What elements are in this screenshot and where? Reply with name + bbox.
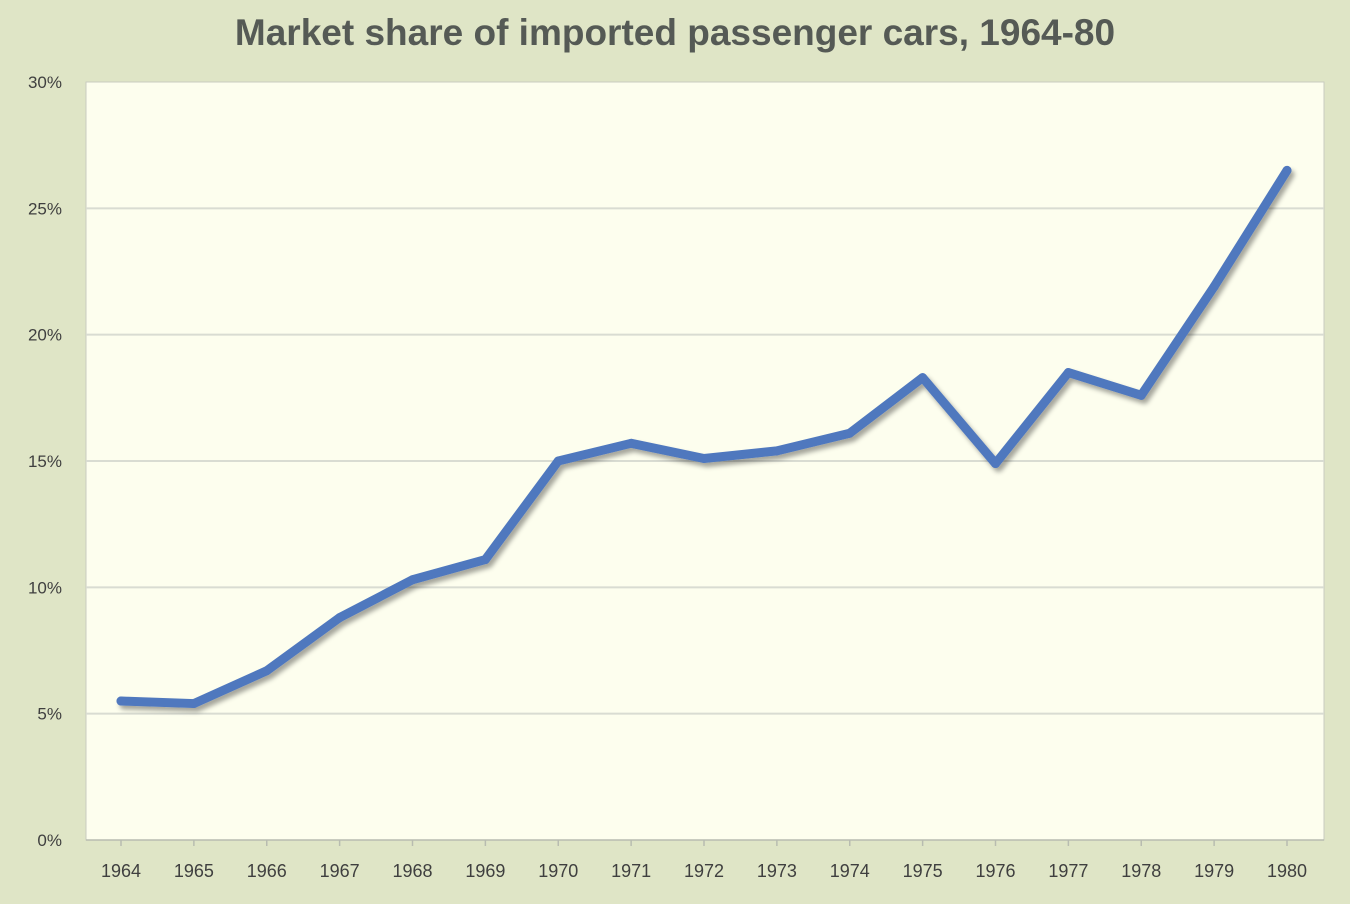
x-tick-label: 1969: [465, 861, 505, 881]
x-tick-label: 1974: [830, 861, 870, 881]
y-tick-label: 30%: [28, 73, 62, 92]
y-tick-label: 15%: [28, 452, 62, 471]
data-point: [918, 373, 928, 383]
x-tick-label: 1979: [1194, 861, 1234, 881]
data-point: [1282, 165, 1292, 175]
data-point: [772, 446, 782, 456]
data-point: [408, 575, 417, 585]
data-point: [480, 555, 490, 565]
data-point: [991, 459, 1000, 469]
x-tick-label: 1966: [247, 861, 287, 881]
x-tick-label: 1971: [611, 861, 651, 881]
data-point: [335, 613, 345, 623]
series-group: [116, 165, 1292, 709]
data-point: [1136, 390, 1146, 400]
x-tick-label: 1968: [392, 861, 432, 881]
y-tick-label: 10%: [28, 578, 62, 597]
data-point: [189, 699, 199, 709]
y-axis: 0% 5% 10% 15% 20% 25% 30%: [28, 73, 62, 850]
data-point: [1209, 282, 1219, 292]
x-tick-label: 1976: [975, 861, 1015, 881]
data-point: [1063, 368, 1073, 378]
x-tick-label: 1978: [1121, 861, 1161, 881]
x-tick-label: 1970: [538, 861, 578, 881]
y-tick-label: 0%: [37, 831, 62, 850]
x-axis: 1964 1965 1966 1967 1968 1969 1970 1971 1972 1973…: [86, 839, 1324, 881]
x-tick-label: 1977: [1048, 861, 1088, 881]
y-tick-label: 5%: [37, 705, 62, 724]
x-tick-label: 1972: [684, 861, 724, 881]
y-tick-label: 25%: [28, 199, 62, 218]
x-tick-label: 1964: [101, 861, 141, 881]
x-tick-label: 1980: [1267, 861, 1307, 881]
data-point: [553, 456, 563, 466]
data-point: [699, 453, 709, 463]
x-tick-label: 1975: [903, 861, 943, 881]
data-point: [262, 666, 272, 676]
chart-title: Market share of imported passenger cars,…: [234, 12, 1116, 53]
x-tick-label: 1965: [174, 861, 214, 881]
x-tick-label: 1973: [757, 861, 797, 881]
data-point: [116, 696, 126, 706]
data-point: [845, 428, 855, 438]
x-tick-label: 1967: [320, 861, 360, 881]
y-tick-label: 20%: [28, 326, 62, 345]
data-point: [626, 438, 636, 448]
